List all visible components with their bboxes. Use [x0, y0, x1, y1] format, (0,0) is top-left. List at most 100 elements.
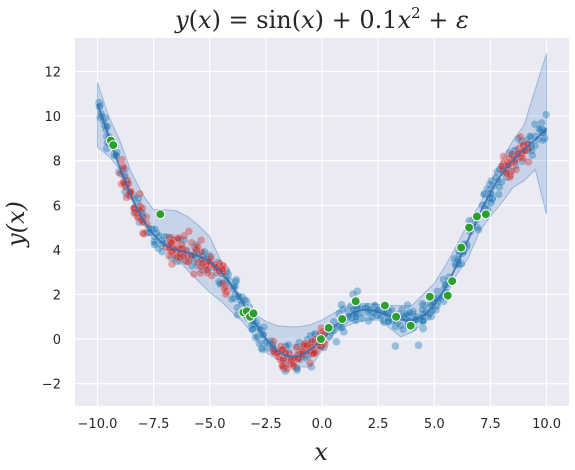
red-data-point [184, 257, 194, 266]
red-data-point [269, 337, 278, 346]
red-data-point [139, 229, 149, 238]
x-axis-label: x [314, 438, 328, 466]
blue-data-point [525, 132, 535, 141]
blue-data-point [403, 300, 412, 310]
green-data-point [155, 209, 166, 220]
blue-data-point [514, 134, 523, 143]
red-data-point [497, 161, 506, 171]
y-tick-label: −2 [42, 378, 61, 393]
red-data-point [203, 268, 212, 278]
blue-data-point [339, 327, 348, 336]
y-tick-label: 6 [53, 199, 61, 214]
blue-data-point [150, 240, 159, 249]
red-data-point [138, 228, 148, 238]
blue-data-point [530, 141, 540, 150]
x-tick-label: −10.0 [78, 417, 118, 432]
red-data-point [184, 227, 194, 236]
green-data-point [480, 209, 491, 220]
blue-data-point [281, 366, 290, 376]
blue-data-point [329, 317, 338, 326]
y-tick-label: 10 [44, 110, 61, 125]
blue-data-point [408, 307, 418, 316]
y-tick-label: 4 [53, 244, 61, 259]
red-data-point [505, 172, 514, 182]
green-data-point [405, 320, 416, 331]
red-data-point [300, 342, 310, 351]
red-data-point [221, 282, 231, 291]
red-data-point [301, 339, 310, 348]
red-data-point [176, 253, 185, 263]
red-data-point [278, 361, 287, 370]
red-data-point [511, 165, 521, 174]
red-data-point [202, 265, 212, 275]
blue-data-point [383, 317, 392, 326]
red-data-point [182, 257, 191, 266]
x-tick-label: −5.0 [194, 417, 226, 432]
blue-data-point [450, 254, 459, 263]
highlight-points-layer [105, 135, 491, 345]
blue-data-point [157, 247, 167, 256]
blue-data-point [257, 344, 266, 353]
blue-data-point [418, 299, 427, 308]
red-data-point [198, 259, 207, 268]
red-data-point [207, 271, 217, 280]
red-data-point [499, 159, 508, 168]
blue-data-point [149, 237, 159, 246]
blue-data-point [351, 316, 361, 325]
y-tick-labels: −2 0 2 4 6 8 10 12 [42, 65, 61, 392]
blue-data-point [248, 325, 257, 334]
blue-data-point [281, 342, 291, 351]
red-data-point [524, 157, 533, 167]
x-tick-label: −7.5 [138, 417, 170, 432]
red-data-point [305, 358, 315, 368]
blue-data-point [487, 176, 496, 186]
red-data-point [164, 251, 174, 260]
red-data-point [196, 235, 206, 245]
blue-data-point [486, 198, 496, 208]
green-data-point [391, 311, 402, 322]
red-data-point [289, 362, 299, 371]
blue-data-point [402, 309, 411, 318]
green-data-point [379, 300, 390, 311]
green-data-point [350, 296, 361, 307]
x-tick-labels: −10.0 −7.5 −5.0 −2.5 0.0 2.5 5.0 7.5 10.0 [78, 417, 561, 432]
blue-data-point [387, 305, 396, 315]
blue-data-point [384, 317, 393, 326]
x-tick-label: 10.0 [532, 417, 561, 432]
red-data-point [220, 284, 229, 294]
blue-data-point [419, 301, 429, 310]
scatter-points-layer [94, 98, 551, 376]
red-data-point [174, 233, 183, 243]
green-data-point [471, 211, 482, 222]
y-axis-label: y(x) [2, 201, 30, 248]
red-data-point [291, 343, 301, 352]
blue-data-point [227, 294, 237, 304]
y-tick-label: 2 [53, 288, 61, 303]
blue-data-point [255, 339, 264, 348]
red-data-point [135, 189, 145, 199]
red-data-point [177, 240, 187, 250]
green-data-point [456, 242, 467, 253]
green-data-point [442, 290, 453, 301]
red-data-point [516, 132, 525, 142]
blue-data-point [309, 330, 318, 339]
blue-data-point [431, 305, 440, 315]
blue-data-point [332, 337, 341, 346]
y-tick-label: 8 [53, 155, 61, 170]
red-data-point [499, 152, 508, 161]
blue-data-point [530, 119, 540, 129]
blue-data-point [398, 304, 407, 314]
green-data-point [108, 140, 119, 151]
blue-data-point [353, 287, 362, 296]
red-data-point [206, 252, 216, 261]
red-data-point [282, 364, 292, 373]
green-data-point [315, 334, 326, 345]
x-tick-label: 7.5 [480, 417, 501, 432]
green-data-point [464, 222, 475, 233]
red-data-point [303, 341, 312, 350]
x-tick-label: 0.0 [312, 417, 333, 432]
x-tick-label: 2.5 [368, 417, 389, 432]
blue-data-point [541, 110, 551, 119]
green-data-point [424, 291, 435, 302]
